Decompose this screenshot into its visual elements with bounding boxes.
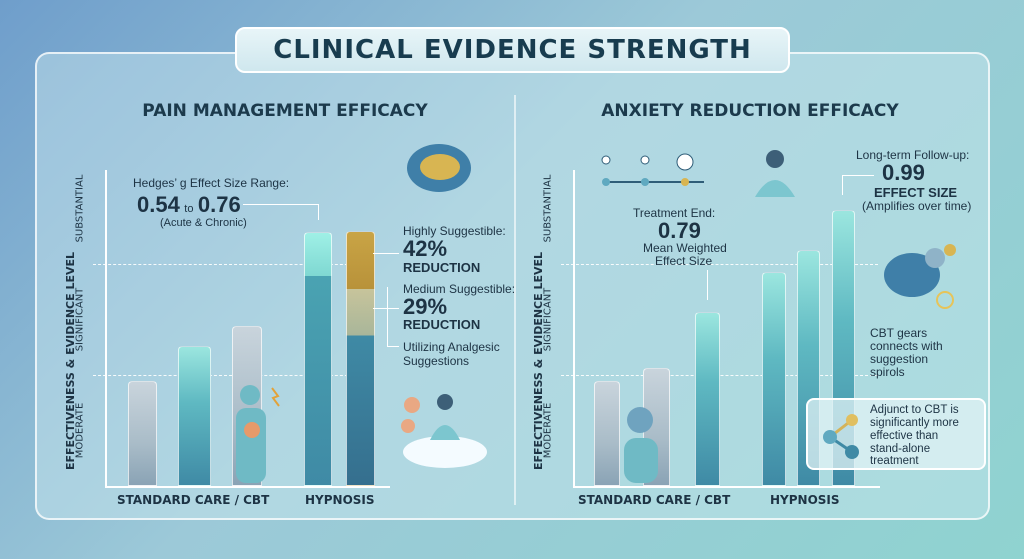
gears-line-1: CBT gears (870, 326, 928, 340)
level-label-moderate: MODERATE (74, 402, 86, 458)
level-label-moderate: MODERATE (542, 402, 554, 458)
right-x-label-hypnosis: HYPNOSIS (770, 493, 840, 507)
end-label: Treatment End: (633, 206, 716, 220)
analgesic-line-2: Suggestions (403, 354, 470, 368)
note-line-5: treatment (870, 455, 919, 467)
end-note-2: Effect Size (655, 254, 713, 268)
analgesic-line-1: Utilizing Analgesic (403, 340, 500, 354)
level-label-substantial: SUBSTANTIAL (74, 174, 86, 242)
left-x-label-standard: STANDARD CARE / CBT (117, 493, 270, 507)
level-gridline (561, 264, 878, 265)
bar-standard-care-cbt-2 (695, 311, 720, 486)
x-axis (573, 486, 880, 488)
note-line-4: stand-alone (870, 443, 931, 455)
level-label-substantial: SUBSTANTIAL (542, 174, 554, 242)
adjunct-callout: Adjunct to CBT is significantly more eff… (806, 398, 986, 470)
med-value: 29% (403, 294, 448, 319)
gears-line-2: connects with (870, 339, 943, 353)
follow-label: Long-term Follow-up: (856, 148, 970, 162)
note-line-3: effective than (870, 430, 939, 442)
level-gridline (93, 375, 358, 376)
effect-note: (Acute & Chronic) (160, 217, 247, 229)
bar-hypnosis-4 (346, 230, 375, 486)
anxious-person-icon (624, 407, 658, 483)
end-note-1: Mean Weighted (643, 241, 727, 255)
y-axis (573, 170, 575, 486)
level-gridline (93, 264, 358, 265)
connector (387, 287, 399, 347)
level-label-significant: SIGNIFICANT (542, 287, 554, 351)
high-unit: REDUCTION (403, 260, 481, 275)
effect-to: to (184, 203, 194, 215)
end-value: 0.79 (658, 218, 701, 243)
bar-hypnosis-3 (762, 271, 786, 486)
med-label: Medium Suggestible: (403, 282, 516, 296)
high-value: 42% (403, 236, 448, 261)
person-in-pain-icon (236, 385, 280, 483)
molecule-icon (823, 414, 859, 459)
follow-value: 0.99 (882, 160, 925, 185)
gears-line-4: spirols (870, 365, 905, 379)
med-unit: REDUCTION (403, 317, 481, 332)
follow-unit: EFFECT SIZE (874, 185, 958, 200)
connector (842, 175, 874, 195)
brain-icon (407, 144, 471, 192)
connector (243, 204, 319, 220)
y-axis (105, 170, 107, 486)
right-heading: ANXIETY REDUCTION EFFICACY (601, 101, 899, 121)
level-label-significant: SIGNIFICANT (74, 287, 86, 351)
x-axis (105, 486, 390, 488)
effect-low: 0.54 (137, 192, 180, 217)
bar-standard-care-cbt-1 (178, 346, 211, 486)
meditating-woman-icon (755, 150, 795, 197)
connector (373, 253, 399, 254)
right-x-label-standard: STANDARD CARE / CBT (578, 493, 731, 507)
gears-line-3: suggestion (870, 352, 929, 366)
timeline-icon (601, 153, 704, 186)
effect-range-value: 0.54 to 0.76 (137, 192, 241, 218)
brain-gears-icon (884, 244, 956, 309)
effect-range-label: Hedges’ g Effect Size Range: (133, 176, 290, 190)
left-heading: PAIN MANAGEMENT EFFICACY (142, 101, 428, 121)
divider (514, 95, 516, 505)
follow-note: (Amplifies over time) (862, 199, 972, 213)
note-line-1: Adjunct to CBT is (870, 404, 959, 416)
note-line-2: significantly more (870, 417, 959, 429)
meditating-person-icon (401, 394, 487, 468)
effect-high: 0.76 (197, 192, 241, 217)
connector (707, 270, 708, 300)
bar-hypnosis-3 (304, 231, 332, 486)
page-title: CLINICAL EVIDENCE STRENGTH (235, 27, 790, 73)
bar-standard-care-cbt-0 (594, 380, 620, 486)
bar-standard-care-cbt-0 (128, 380, 157, 486)
connector (373, 308, 399, 309)
left-x-label-hypnosis: HYPNOSIS (305, 493, 375, 507)
high-label: Highly Suggestible: (403, 224, 506, 238)
